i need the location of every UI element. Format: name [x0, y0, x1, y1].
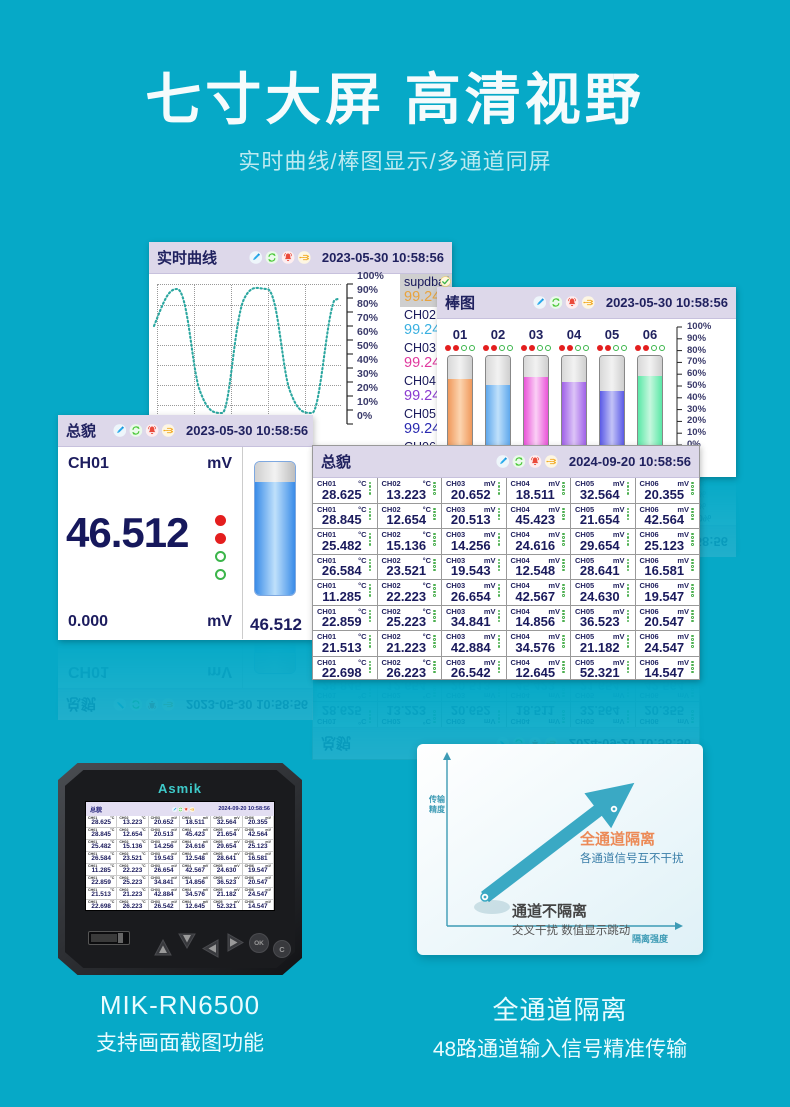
svg-text:交叉干扰 数值显示跳动: 交叉干扰 数值显示跳动 — [512, 923, 630, 937]
svg-text:传输: 传输 — [428, 794, 446, 804]
svg-text:通道不隔离: 通道不隔离 — [512, 902, 587, 920]
svg-text:各通道信号互不干扰: 各通道信号互不干扰 — [580, 851, 684, 865]
svg-text:全通道隔离: 全通道隔离 — [579, 830, 655, 848]
svg-text:精度: 精度 — [429, 804, 446, 814]
svg-text:隔离强度: 隔离强度 — [632, 933, 669, 944]
